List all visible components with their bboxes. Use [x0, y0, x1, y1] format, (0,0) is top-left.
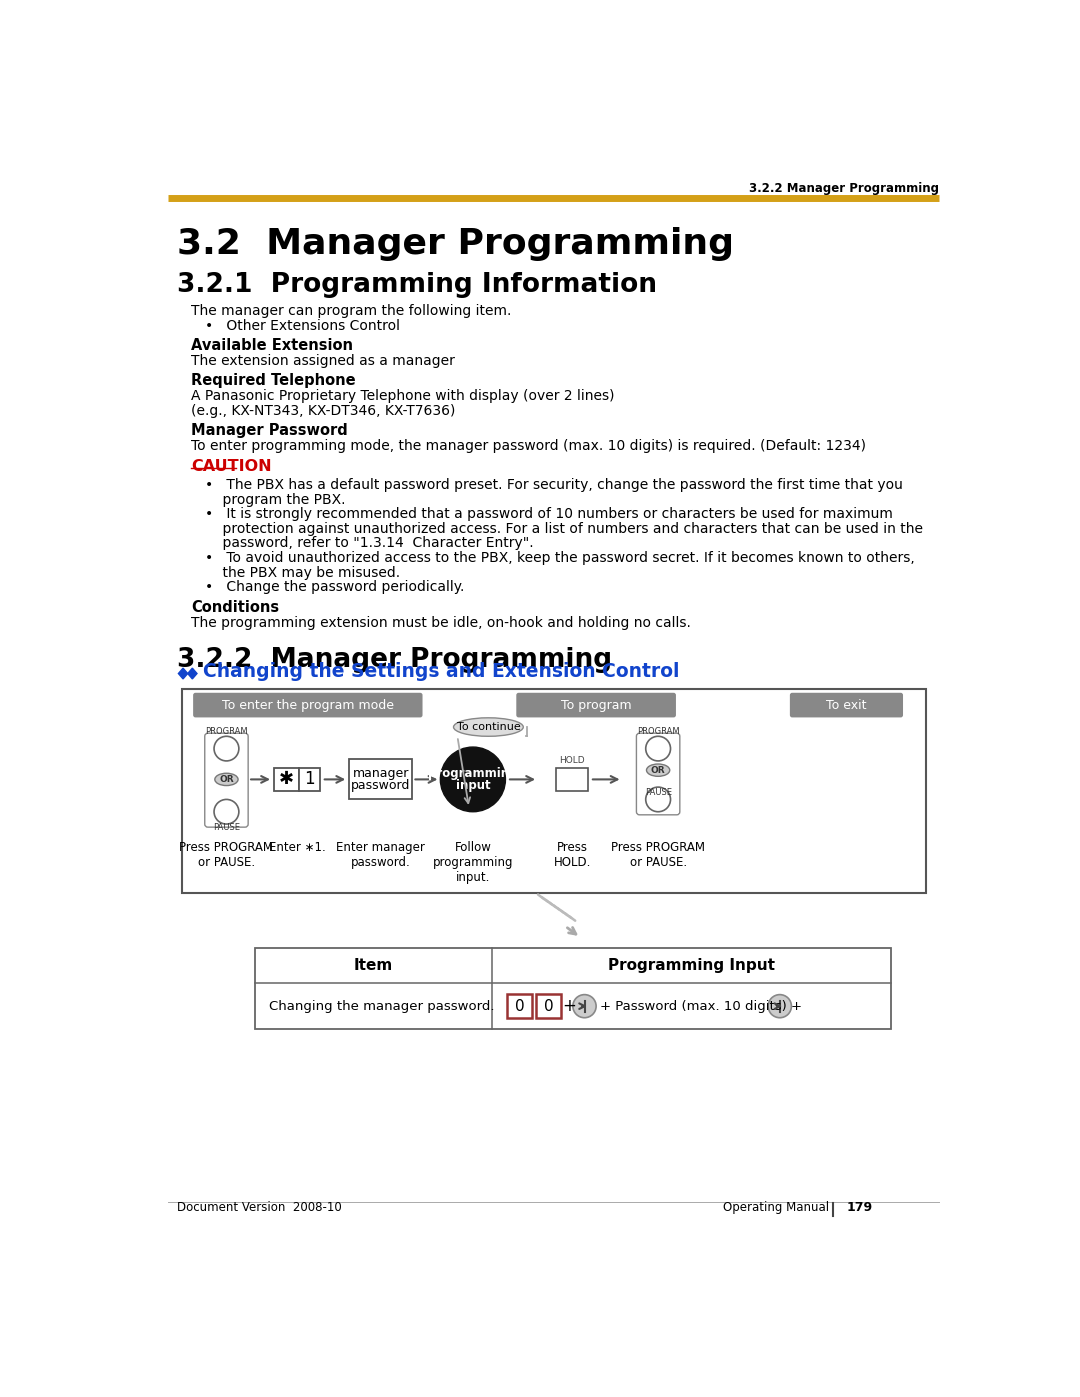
FancyBboxPatch shape — [516, 693, 676, 718]
Text: program the PBX.: program the PBX. — [205, 493, 346, 507]
Text: PAUSE: PAUSE — [645, 788, 672, 796]
FancyBboxPatch shape — [507, 993, 531, 1018]
Text: Document Version  2008-10: Document Version 2008-10 — [177, 1201, 341, 1214]
Text: Press PROGRAM
or PAUSE.: Press PROGRAM or PAUSE. — [611, 841, 705, 869]
Text: Programming Input: Programming Input — [608, 958, 774, 974]
Text: The manager can program the following item.: The manager can program the following it… — [191, 305, 511, 319]
Text: Item: Item — [353, 958, 393, 974]
Text: HOLD: HOLD — [559, 756, 585, 764]
Text: OR: OR — [219, 775, 233, 784]
Text: protection against unauthorized access. For a list of numbers and characters tha: protection against unauthorized access. … — [205, 522, 922, 536]
Text: Operating Manual: Operating Manual — [724, 1201, 829, 1214]
Text: Follow
programming
input.: Follow programming input. — [433, 841, 513, 884]
Text: 0: 0 — [544, 999, 554, 1014]
Text: •   Other Extensions Control: • Other Extensions Control — [205, 319, 400, 332]
Text: manager: manager — [352, 767, 409, 780]
Circle shape — [768, 995, 792, 1018]
Text: To continue: To continue — [457, 722, 521, 732]
Circle shape — [214, 736, 239, 761]
FancyBboxPatch shape — [789, 693, 903, 718]
Ellipse shape — [647, 764, 670, 777]
FancyBboxPatch shape — [298, 768, 321, 791]
FancyBboxPatch shape — [273, 768, 298, 791]
Ellipse shape — [454, 718, 524, 736]
Text: password: password — [351, 780, 410, 792]
Circle shape — [441, 747, 505, 812]
Text: + Password (max. 10 digits) +: + Password (max. 10 digits) + — [600, 1000, 802, 1013]
Text: Enter manager
password.: Enter manager password. — [336, 841, 426, 869]
FancyBboxPatch shape — [537, 993, 562, 1018]
Text: The programming extension must be idle, on-hook and holding no calls.: The programming extension must be idle, … — [191, 616, 691, 630]
Bar — [255, 949, 891, 1030]
Text: To program: To program — [561, 698, 632, 711]
FancyBboxPatch shape — [349, 760, 413, 799]
Text: 179: 179 — [847, 1201, 873, 1214]
Text: 3.2.1  Programming Information: 3.2.1 Programming Information — [177, 271, 657, 298]
Text: Required Telephone: Required Telephone — [191, 373, 355, 388]
Text: •   It is strongly recommended that a password of 10 numbers or characters be us: • It is strongly recommended that a pass… — [205, 507, 893, 521]
Text: Changing the Settings and Extension Control: Changing the Settings and Extension Cont… — [203, 662, 679, 682]
Text: Manager Password: Manager Password — [191, 423, 348, 439]
Text: Conditions: Conditions — [191, 599, 279, 615]
Text: input: input — [456, 780, 490, 792]
Circle shape — [646, 787, 671, 812]
Text: 3.2.2  Manager Programming: 3.2.2 Manager Programming — [177, 647, 612, 673]
Polygon shape — [178, 668, 188, 679]
Text: +: + — [562, 997, 576, 1016]
Text: Press
HOLD.: Press HOLD. — [553, 841, 591, 869]
Bar — [181, 689, 926, 893]
Text: Enter ∗1.: Enter ∗1. — [269, 841, 325, 854]
Text: The extension assigned as a manager: The extension assigned as a manager — [191, 353, 455, 367]
Text: the PBX may be misused.: the PBX may be misused. — [205, 566, 400, 580]
Text: A Panasonic Proprietary Telephone with display (over 2 lines): A Panasonic Proprietary Telephone with d… — [191, 390, 615, 404]
Text: PAUSE: PAUSE — [213, 823, 240, 833]
Circle shape — [214, 799, 239, 824]
Ellipse shape — [215, 774, 238, 785]
Text: password, refer to "1.3.14  Character Entry".: password, refer to "1.3.14 Character Ent… — [205, 536, 534, 550]
Text: Available Extension: Available Extension — [191, 338, 353, 353]
Text: •   The PBX has a default password preset. For security, change the password the: • The PBX has a default password preset.… — [205, 478, 903, 492]
Text: •   To avoid unauthorized access to the PBX, keep the password secret. If it bec: • To avoid unauthorized access to the PB… — [205, 550, 915, 566]
Text: ✱: ✱ — [279, 770, 294, 788]
Text: 3.2.2 Manager Programming: 3.2.2 Manager Programming — [748, 182, 939, 194]
Circle shape — [646, 736, 671, 761]
Text: OR: OR — [651, 766, 665, 775]
Text: Changing the manager password.: Changing the manager password. — [269, 1000, 495, 1013]
Text: 0: 0 — [514, 999, 524, 1014]
FancyBboxPatch shape — [193, 693, 422, 718]
Text: PROGRAM: PROGRAM — [637, 726, 679, 735]
Text: CAUTION: CAUTION — [191, 458, 271, 474]
Circle shape — [572, 995, 596, 1018]
Text: To exit: To exit — [826, 698, 867, 711]
Text: (e.g., KX-NT343, KX-DT346, KX-T7636): (e.g., KX-NT343, KX-DT346, KX-T7636) — [191, 404, 455, 418]
Text: PROGRAM: PROGRAM — [205, 726, 247, 735]
Polygon shape — [188, 668, 197, 679]
Text: •   Change the password periodically.: • Change the password periodically. — [205, 580, 464, 594]
Text: 3.2  Manager Programming: 3.2 Manager Programming — [177, 226, 733, 261]
Text: To enter programming mode, the manager password (max. 10 digits) is required. (D: To enter programming mode, the manager p… — [191, 440, 866, 454]
Text: Press PROGRAM
or PAUSE.: Press PROGRAM or PAUSE. — [179, 841, 273, 869]
Text: programming: programming — [428, 767, 517, 780]
Text: 1: 1 — [305, 770, 314, 788]
Bar — [556, 768, 589, 791]
Text: To enter the program mode: To enter the program mode — [221, 698, 394, 711]
